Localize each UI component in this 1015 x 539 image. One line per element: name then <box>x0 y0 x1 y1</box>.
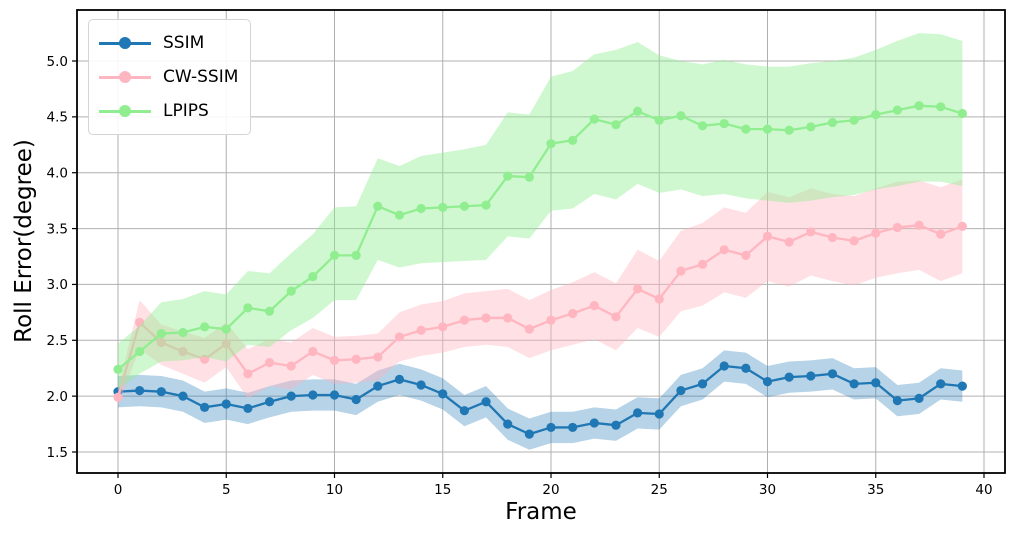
x-tick-label: 30 <box>759 482 776 498</box>
legend-label-lpips: LPIPS <box>163 101 209 121</box>
y-tick-label: 3.5 <box>47 221 68 237</box>
y-tick-label: 4.5 <box>47 110 68 126</box>
y-tick-label: 5.0 <box>47 54 68 70</box>
x-tick-label: 0 <box>114 482 123 498</box>
series-ssim <box>113 350 967 450</box>
x-tick-label: 5 <box>222 482 231 498</box>
lpips-line-marker-icon <box>99 104 151 118</box>
cw-ssim-line-marker-icon <box>99 70 151 84</box>
legend-label-cw-ssim: CW-SSIM <box>163 67 239 87</box>
legend-item-lpips: LPIPS <box>99 94 238 128</box>
y-tick-label: 2.0 <box>47 389 68 405</box>
legend: SSIM CW-SSIM LPIPS <box>88 19 252 135</box>
y-tick-label: 2.5 <box>47 333 68 349</box>
x-tick-label: 40 <box>975 482 992 498</box>
x-tick-label: 15 <box>434 482 451 498</box>
x-tick-label: 25 <box>651 482 668 498</box>
ssim-line-marker-icon <box>99 36 151 50</box>
y-tick-label: 4.0 <box>47 166 68 182</box>
series-lpips <box>113 33 967 390</box>
x-axis-label: Frame <box>505 499 577 525</box>
legend-item-cw-ssim: CW-SSIM <box>99 60 238 94</box>
y-tick-label: 3.0 <box>47 277 68 293</box>
series-cw-ssim <box>113 179 967 406</box>
legend-item-ssim: SSIM <box>99 26 238 60</box>
x-tick-label: 35 <box>867 482 884 498</box>
legend-label-ssim: SSIM <box>163 33 205 53</box>
y-axis-label: Roll Error(degree) <box>11 139 37 343</box>
y-tick-label: 1.5 <box>47 445 68 461</box>
x-tick-label: 10 <box>326 482 343 498</box>
x-tick-label: 20 <box>542 482 559 498</box>
